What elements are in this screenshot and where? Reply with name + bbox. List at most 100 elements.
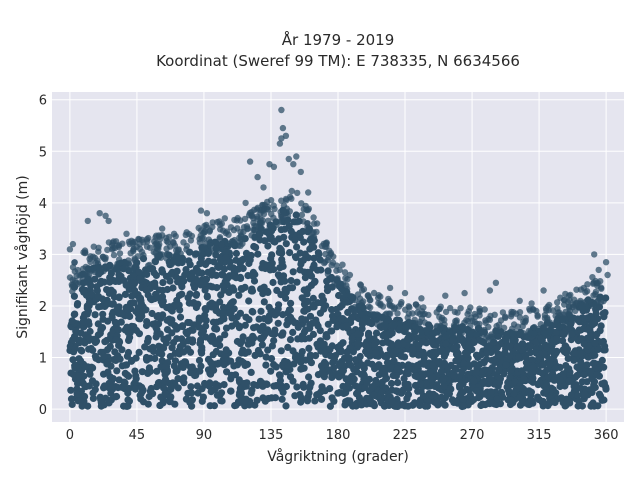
data-point [138,248,146,256]
data-point [130,245,137,252]
data-point [248,232,255,239]
y-tick-label: 6 [39,94,47,109]
data-point [173,267,181,275]
data-point [167,270,175,278]
data-point [285,306,294,314]
data-point [287,227,295,235]
data-point [245,297,253,305]
data-point [106,342,114,351]
data-point [388,397,396,405]
outlier-point [285,155,292,163]
data-point [373,311,381,318]
data-point [383,331,391,339]
data-point [123,323,131,331]
data-point [316,309,324,317]
data-point [496,352,504,360]
data-point [399,386,407,394]
data-point [394,379,402,387]
outlier-point [516,297,523,304]
data-point [589,385,597,393]
outlier-point [279,124,287,132]
data-point [385,295,392,303]
data-point [268,251,276,259]
data-point [101,338,109,346]
data-point [68,400,76,408]
data-point [590,292,597,299]
data-point [379,303,387,310]
data-point [113,367,121,375]
data-point [522,353,530,362]
data-point [342,322,351,330]
data-point [459,395,468,403]
data-point [244,340,252,348]
data-point [589,274,596,281]
data-point [367,310,374,317]
data-point [203,221,210,229]
data-point [300,307,309,315]
data-point [341,401,349,409]
data-point [136,315,144,323]
data-point [468,345,476,354]
data-point [168,260,175,267]
data-point [414,309,421,316]
data-point [463,350,471,358]
data-point [571,349,579,357]
data-point [138,383,146,391]
data-point [305,373,313,381]
data-point [558,337,567,345]
data-point [81,363,90,371]
data-point [109,300,117,308]
data-point [105,239,113,246]
data-point [94,260,102,267]
data-point [104,368,112,376]
data-point [380,364,388,372]
data-point [502,313,509,320]
data-point [154,381,163,390]
data-point [336,389,344,397]
data-point [240,228,247,236]
data-point [113,305,121,313]
data-point [378,316,385,324]
data-point [456,382,464,390]
outlier-point [364,292,371,299]
data-point [153,252,161,260]
data-point [163,326,172,334]
data-point [452,357,460,365]
data-point [580,371,588,379]
data-point [467,322,474,330]
data-point [544,316,551,323]
outlier-point [260,184,267,191]
data-point [180,348,188,356]
data-point [284,343,292,351]
data-point [476,307,483,315]
data-point [262,353,270,361]
data-point [113,319,121,327]
data-point [291,236,299,244]
data-point [154,293,162,302]
data-point [249,308,257,316]
data-point [326,345,334,353]
data-point [300,286,308,294]
data-point [261,330,269,338]
data-point [580,340,588,348]
data-point [429,361,437,370]
data-point [135,348,143,356]
data-point [507,366,515,374]
data-point [414,351,422,359]
data-point [286,373,295,381]
data-point [142,286,150,294]
data-point [310,254,318,262]
data-point [283,197,290,204]
y-tick-label: 4 [39,197,47,212]
data-point [287,277,295,285]
data-point [394,341,402,349]
data-point [156,236,164,243]
data-point [122,303,130,311]
data-point [203,293,211,301]
data-point [263,380,271,388]
data-point [326,402,334,410]
data-point [225,309,233,317]
outlier-point [197,207,205,214]
data-point [489,336,496,343]
data-point [557,294,564,301]
